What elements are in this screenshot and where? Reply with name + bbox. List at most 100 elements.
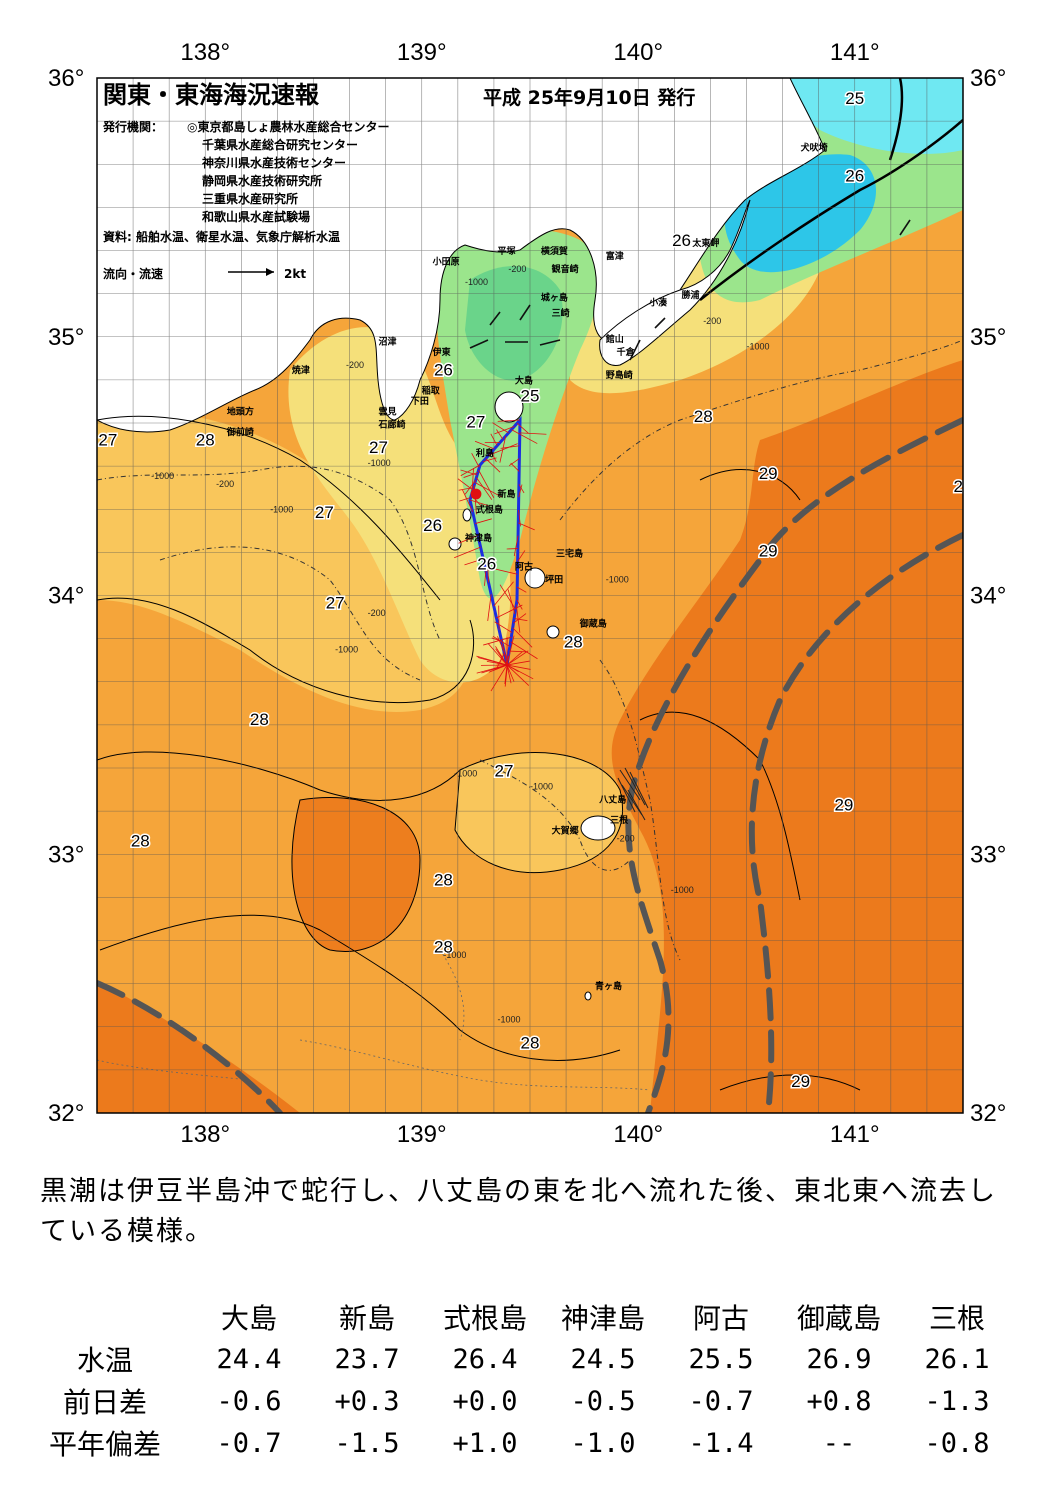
depth-label: -1000 <box>443 950 466 960</box>
agencies-label: 発行機関： <box>102 119 163 134</box>
lat-tick-label: 33° <box>970 841 1006 868</box>
depth-label: -1000 <box>465 277 488 287</box>
table-cell: -1.5 <box>308 1422 426 1464</box>
island-aogashima <box>585 992 591 1000</box>
lat-tick-label: 32° <box>48 1100 84 1127</box>
table-cell: -0.5 <box>544 1380 662 1422</box>
place-name: 新島 <box>498 488 516 500</box>
island-oshima <box>495 392 523 422</box>
isotherm-label: 27 <box>326 593 345 612</box>
station-marker <box>471 489 481 499</box>
isotherm-label: 28 <box>521 1033 540 1052</box>
place-name: 八丈島 <box>598 794 626 806</box>
table-column-header: 新島 <box>308 1296 426 1338</box>
agency-name: 三重県水産研究所 <box>202 191 298 206</box>
depth-label: -1000 <box>498 1014 521 1024</box>
isotherm-label: 27 <box>495 762 514 781</box>
place-name: 坪田 <box>545 574 563 586</box>
place-name: 石廊崎 <box>377 418 405 430</box>
table-column-header: 阿古 <box>662 1296 780 1338</box>
table-column-header: 大島 <box>190 1296 308 1338</box>
table-column-header: 三根 <box>898 1296 1016 1338</box>
place-name: 野島崎 <box>606 369 633 381</box>
table-cell: -1.0 <box>544 1422 662 1464</box>
table-row: 前日差-0.6+0.3+0.0-0.5-0.7+0.8-1.3 <box>20 1380 1016 1422</box>
table-cell: -0.8 <box>898 1422 1016 1464</box>
table-cell: 25.5 <box>662 1338 780 1380</box>
table-cell: -0.6 <box>190 1380 308 1422</box>
depth-label: -200 <box>346 360 364 370</box>
place-name: 観音崎 <box>552 263 579 275</box>
data-sources: 資料: 船舶水温、衛星水温、気象庁解析水温 <box>103 229 340 244</box>
isotherm-label: 28 <box>250 710 269 729</box>
depth-label: -1000 <box>368 458 391 468</box>
table-cell: -0.7 <box>662 1380 780 1422</box>
place-name: 小湊 <box>648 297 668 309</box>
agency-name: 静岡県水産技術研究所 <box>202 173 322 188</box>
place-name: 阿古 <box>515 561 533 573</box>
isotherm-label: 28 <box>564 632 583 651</box>
flow-legend-label: 流向・流速 <box>103 266 163 281</box>
table-cell: -1.4 <box>662 1422 780 1464</box>
place-name: 平塚 <box>498 245 516 257</box>
place-name: 勝浦 <box>682 289 700 301</box>
table-column-header: 御蔵島 <box>780 1296 898 1338</box>
table-cell: -1.3 <box>898 1380 1016 1422</box>
depth-label: -200 <box>617 833 635 843</box>
depth-label: -1000 <box>747 342 770 352</box>
table-header: 大島新島式根島神津島阿古御蔵島三根 <box>20 1296 1016 1338</box>
table-row-label: 前日差 <box>20 1380 190 1422</box>
depth-label: -1000 <box>671 885 694 895</box>
place-name: 三根 <box>610 814 629 826</box>
place-name: 神津島 <box>465 532 492 544</box>
lat-tick-label: 34° <box>48 583 84 610</box>
depth-label: -200 <box>368 608 386 618</box>
lon-tick-label: 139° <box>397 39 447 66</box>
table-row-label: 平年偏差 <box>20 1422 190 1464</box>
place-name: 焼津 <box>292 364 310 376</box>
table-cell: +1.0 <box>426 1422 544 1464</box>
table-cell: 24.5 <box>544 1338 662 1380</box>
place-name: 青ヶ島 <box>595 980 622 992</box>
lat-tick-label: 33° <box>48 841 84 868</box>
summary-text: 黒潮は伊豆半島沖で蛇行し、八丈島の東を北へ流れた後、東北東へ流去している模様。 <box>40 1172 1025 1252</box>
temperature-table: 大島新島式根島神津島阿古御蔵島三根 水温24.423.726.424.525.5… <box>20 1296 1016 1464</box>
isotherm-label: 27 <box>369 438 388 457</box>
depth-label: -200 <box>508 264 526 274</box>
place-name: 式根島 <box>476 504 503 516</box>
island-mikura <box>547 626 559 638</box>
place-name: 三崎 <box>552 307 570 319</box>
lon-tick-label: 139° <box>397 1121 447 1148</box>
place-name: 千倉 <box>617 346 636 358</box>
lat-tick-label: 35° <box>48 324 84 351</box>
lat-tick-label: 36° <box>970 65 1006 92</box>
lon-tick-label: 141° <box>830 1121 880 1148</box>
sea-temperature-map: 2526262625272727282726262728292929282827… <box>0 0 1064 1160</box>
isotherm-label: 27 <box>315 503 334 522</box>
map-title: 関東・東海海況速報 <box>103 81 320 109</box>
table-row-label: 水温 <box>20 1338 190 1380</box>
place-name: 太東岬 <box>691 237 719 249</box>
depth-label: -1000 <box>151 471 174 481</box>
lat-tick-label: 34° <box>970 583 1006 610</box>
place-name: 沼津 <box>378 336 396 348</box>
lat-tick-label: 35° <box>970 324 1006 351</box>
lon-tick-label: 138° <box>180 39 230 66</box>
table-cell: +0.8 <box>780 1380 898 1422</box>
place-name: 犬吠埼 <box>800 141 828 153</box>
table-row: 平年偏差-0.7-1.5+1.0-1.0-1.4---0.8 <box>20 1422 1016 1464</box>
table-cell: 23.7 <box>308 1338 426 1380</box>
isotherm-label: 28 <box>694 407 713 426</box>
agency-name: 和歌山県水産試験場 <box>201 209 310 224</box>
place-name: 大賀郷 <box>552 825 579 837</box>
flow-legend-scale: 2kt <box>284 267 306 281</box>
isotherm-label: 26 <box>477 555 496 574</box>
isotherm-label: 28 <box>196 430 215 449</box>
place-name: 三宅島 <box>556 548 583 560</box>
isotherm-label: 26 <box>672 231 691 250</box>
lat-tick-label: 32° <box>970 1100 1006 1127</box>
isotherm-label: 29 <box>834 795 853 814</box>
place-name: 御前崎 <box>226 426 254 438</box>
place-name: 横須賀 <box>541 245 568 257</box>
table-column-header: 神津島 <box>544 1296 662 1338</box>
